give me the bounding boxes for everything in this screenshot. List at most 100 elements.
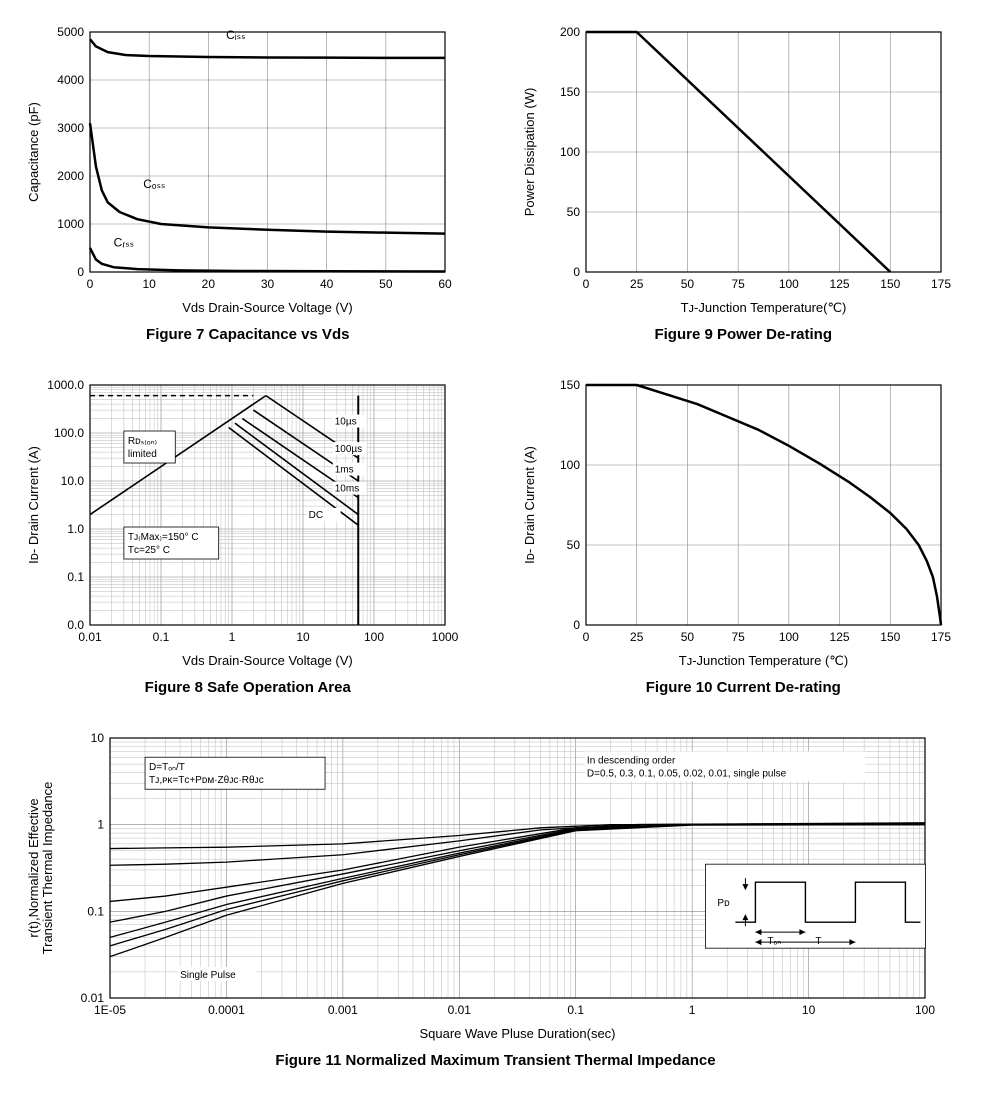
svg-text:Iᴅ- Drain Current (A): Iᴅ- Drain Current (A) (26, 446, 41, 564)
svg-text:150: 150 (559, 378, 579, 392)
svg-text:25: 25 (630, 277, 644, 291)
svg-text:5000: 5000 (57, 25, 84, 39)
svg-text:150: 150 (880, 630, 900, 644)
svg-text:100: 100 (559, 145, 579, 159)
svg-text:1: 1 (689, 1003, 696, 1017)
fig10-svg: 0255075100125150175050100150Tᴊ-Junction … (516, 373, 956, 673)
svg-text:D=0.5, 0.3, 0.1, 0.05, 0.02, 0: D=0.5, 0.3, 0.1, 0.05, 0.02, 0.01, singl… (587, 768, 787, 779)
svg-text:100: 100 (364, 630, 384, 644)
fig10-caption: Figure 10 Current De-rating (516, 679, 972, 696)
svg-text:Tᴊ,ᴘᴋ=Tᴄ+Pᴅᴍ·Zθᴊᴄ·Rθᴊᴄ: Tᴊ,ᴘᴋ=Tᴄ+Pᴅᴍ·Zθᴊᴄ·Rθᴊᴄ (149, 775, 264, 786)
svg-text:1000: 1000 (57, 217, 84, 231)
svg-text:100: 100 (778, 277, 798, 291)
figure-8: 0.01 0.1 1 10 100 1000 0.0 0.1 1.0 10.0 100.0 1000.… (20, 373, 476, 696)
svg-text:D=Tₒₙ/T: D=Tₒₙ/T (149, 762, 185, 773)
svg-text:0.0001: 0.0001 (208, 1003, 245, 1017)
fig7-svg: 0102030405060010002000300040005000Vds Dr… (20, 20, 460, 320)
svg-text:Tᴊ-Junction Temperature (℃): Tᴊ-Junction Temperature (℃) (678, 653, 847, 668)
svg-text:Capacitance (pF): Capacitance (pF) (26, 102, 41, 202)
svg-text:10µs: 10µs (335, 417, 357, 428)
svg-text:75: 75 (731, 277, 745, 291)
fig9-caption: Figure 9 Power De-rating (516, 326, 972, 343)
fig9-svg: 0 25 50 75 100 125 150 175 0 50 100 150 200 Tᴊ-Juncti… (516, 20, 956, 320)
svg-text:75: 75 (731, 630, 745, 644)
svg-text:100µs: 100µs (335, 444, 362, 455)
svg-text:125: 125 (829, 277, 849, 291)
svg-text:40: 40 (320, 277, 334, 291)
svg-text:0.001: 0.001 (328, 1003, 358, 1017)
svg-text:Power Dissipation (W): Power Dissipation (W) (522, 88, 537, 217)
svg-text:Single Pulse: Single Pulse (180, 970, 236, 981)
svg-text:limited: limited (128, 449, 157, 460)
svg-text:100: 100 (559, 458, 579, 472)
svg-text:0: 0 (573, 265, 580, 279)
svg-text:10.0: 10.0 (61, 474, 85, 488)
top-grid: 0102030405060010002000300040005000Vds Dr… (20, 20, 971, 696)
svg-text:Tᴄ=25° C: Tᴄ=25° C (128, 545, 170, 556)
svg-text:1000: 1000 (432, 630, 459, 644)
svg-text:Cᵢₛₛ: Cᵢₛₛ (226, 28, 246, 42)
svg-text:10: 10 (802, 1003, 816, 1017)
svg-text:Square Wave Pluse Duration(sec: Square Wave Pluse Duration(sec) (419, 1026, 615, 1041)
figure-7: 0102030405060010002000300040005000Vds Dr… (20, 20, 476, 343)
svg-text:50: 50 (566, 538, 580, 552)
svg-text:10: 10 (142, 277, 156, 291)
svg-text:150: 150 (880, 277, 900, 291)
svg-text:DC: DC (309, 510, 323, 521)
svg-text:50: 50 (566, 205, 580, 219)
svg-text:50: 50 (379, 277, 393, 291)
fig11-svg: 1E-050.00010.0010.010.11101000.010.1110S… (20, 726, 940, 1046)
figure-10: 0255075100125150175050100150Tᴊ-Junction … (516, 373, 972, 696)
svg-text:1ms: 1ms (335, 465, 354, 476)
svg-text:4000: 4000 (57, 73, 84, 87)
svg-text:100: 100 (778, 630, 798, 644)
fig8-caption: Figure 8 Safe Operation Area (20, 679, 476, 696)
svg-text:0.01: 0.01 (81, 991, 105, 1005)
svg-text:0.1: 0.1 (567, 1003, 584, 1017)
svg-text:100.0: 100.0 (54, 426, 84, 440)
svg-text:0: 0 (77, 265, 84, 279)
svg-text:2000: 2000 (57, 169, 84, 183)
svg-text:Rᴅₛ₍ₒₙ₎: Rᴅₛ₍ₒₙ₎ (128, 436, 157, 447)
svg-text:0.1: 0.1 (67, 570, 84, 584)
svg-text:1.0: 1.0 (67, 522, 84, 536)
svg-text:1E-05: 1E-05 (94, 1003, 126, 1017)
svg-text:1000.0: 1000.0 (47, 378, 84, 392)
svg-text:T: T (815, 936, 821, 947)
svg-text:Cᵣₛₛ: Cᵣₛₛ (114, 236, 134, 250)
svg-text:0.01: 0.01 (448, 1003, 472, 1017)
svg-text:175: 175 (930, 277, 950, 291)
fig7-caption: Figure 7 Capacitance vs Vds (20, 326, 476, 343)
svg-text:Pᴅ: Pᴅ (717, 898, 730, 909)
svg-text:60: 60 (438, 277, 452, 291)
svg-text:r(t),Normalized Effective: r(t),Normalized Effective (26, 798, 41, 937)
svg-text:Tᴊ-Junction Temperature(℃): Tᴊ-Junction Temperature(℃) (680, 300, 846, 315)
svg-text:0: 0 (582, 277, 589, 291)
svg-text:0.01: 0.01 (78, 630, 102, 644)
svg-text:Tᴊ₍Max₎=150° C: Tᴊ₍Max₎=150° C (128, 532, 199, 543)
figure-11: 1E-050.00010.0010.010.11101000.010.1110S… (20, 726, 971, 1069)
svg-text:0: 0 (582, 630, 589, 644)
svg-text:Cₒₛₛ: Cₒₛₛ (143, 177, 165, 191)
figure-9: 0 25 50 75 100 125 150 175 0 50 100 150 200 Tᴊ-Juncti… (516, 20, 972, 343)
fig8-svg: 0.01 0.1 1 10 100 1000 0.0 0.1 1.0 10.0 100.0 1000.… (20, 373, 460, 673)
svg-text:10: 10 (296, 630, 310, 644)
svg-text:Vds Drain-Source Voltage (V): Vds Drain-Source Voltage (V) (182, 653, 353, 668)
svg-text:0: 0 (87, 277, 94, 291)
svg-text:Transient Thermal Impedance: Transient Thermal Impedance (40, 782, 55, 955)
svg-text:In descending order: In descending order (587, 755, 676, 766)
svg-text:50: 50 (680, 277, 694, 291)
svg-text:25: 25 (630, 630, 644, 644)
svg-text:Iᴅ- Drain Current (A): Iᴅ- Drain Current (A) (522, 446, 537, 564)
svg-text:0.1: 0.1 (153, 630, 170, 644)
svg-text:0.1: 0.1 (87, 904, 104, 918)
svg-text:3000: 3000 (57, 121, 84, 135)
fig11-caption: Figure 11 Normalized Maximum Transient T… (20, 1052, 971, 1069)
svg-text:150: 150 (559, 85, 579, 99)
svg-text:Vds Drain-Source Voltage (V): Vds Drain-Source Voltage (V) (182, 300, 353, 315)
svg-text:0.0: 0.0 (67, 618, 84, 632)
svg-text:1: 1 (229, 630, 236, 644)
svg-text:100: 100 (915, 1003, 935, 1017)
svg-text:20: 20 (202, 277, 216, 291)
svg-text:200: 200 (559, 25, 579, 39)
